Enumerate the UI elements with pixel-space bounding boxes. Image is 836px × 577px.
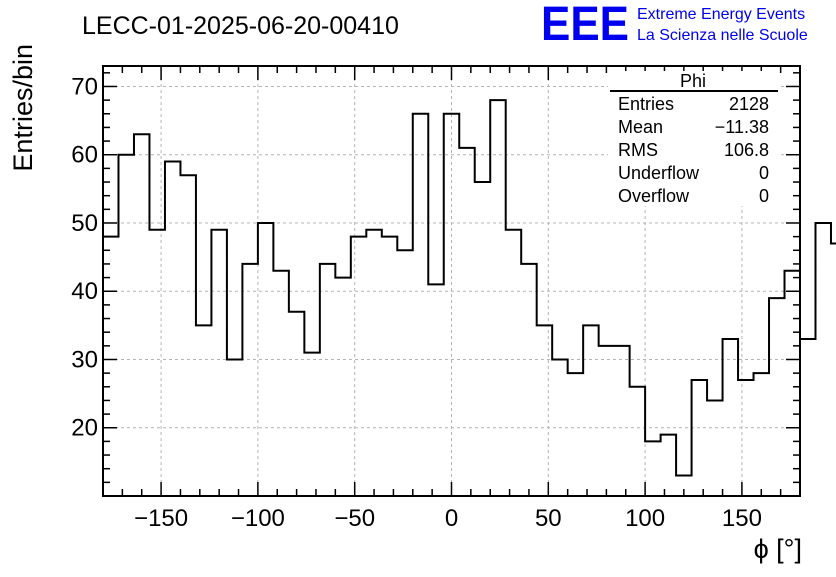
eee-logo: EEE Extreme Energy Events La Scienza nel… (541, 0, 808, 51)
stats-row-value: 0 (759, 163, 769, 183)
eee-logo-line1: Extreme Energy Events (637, 6, 805, 23)
stats-box: Phi Entries 2128 Mean −11.38 RMS 106.8 Underfl… (608, 71, 778, 206)
x-tick-label: 100 (625, 505, 665, 532)
y-tick-label: 40 (71, 278, 98, 305)
stats-box-title: Phi (680, 71, 706, 91)
stats-row-value: 106.8 (724, 140, 769, 160)
x-tick-label: 50 (535, 505, 562, 532)
y-tick-label: 50 (71, 210, 98, 237)
stats-row-value: 0 (759, 186, 769, 206)
y-tick-label: 70 (71, 73, 98, 100)
x-tick-label: 150 (722, 505, 762, 532)
x-axis-label: ϕ [°] (754, 534, 802, 564)
stats-row-value: 2128 (729, 94, 769, 114)
eee-logo-line2: La Scienza nelle Scuole (637, 27, 808, 44)
stats-row-label: Overflow (618, 186, 690, 206)
eee-logo-mark: EEE (541, 0, 629, 51)
x-tick-label: −50 (334, 505, 375, 532)
stats-row-label: Mean (618, 117, 663, 137)
y-tick-label: 60 (71, 142, 98, 169)
stats-row-label: RMS (618, 140, 658, 160)
x-tick-label: −100 (231, 505, 285, 532)
y-tick-label: 20 (71, 415, 98, 442)
y-tick-label: 30 (71, 346, 98, 373)
chart-title: LECC-01-2025-06-20-00410 (82, 12, 399, 40)
stats-row-label: Underflow (618, 163, 700, 183)
stats-row-label: Entries (618, 94, 674, 114)
y-axis-label: Entries/bin (8, 44, 38, 172)
x-tick-label: 0 (445, 505, 458, 532)
x-tick-label: −150 (134, 505, 188, 532)
stats-row-value: −11.38 (715, 117, 769, 137)
